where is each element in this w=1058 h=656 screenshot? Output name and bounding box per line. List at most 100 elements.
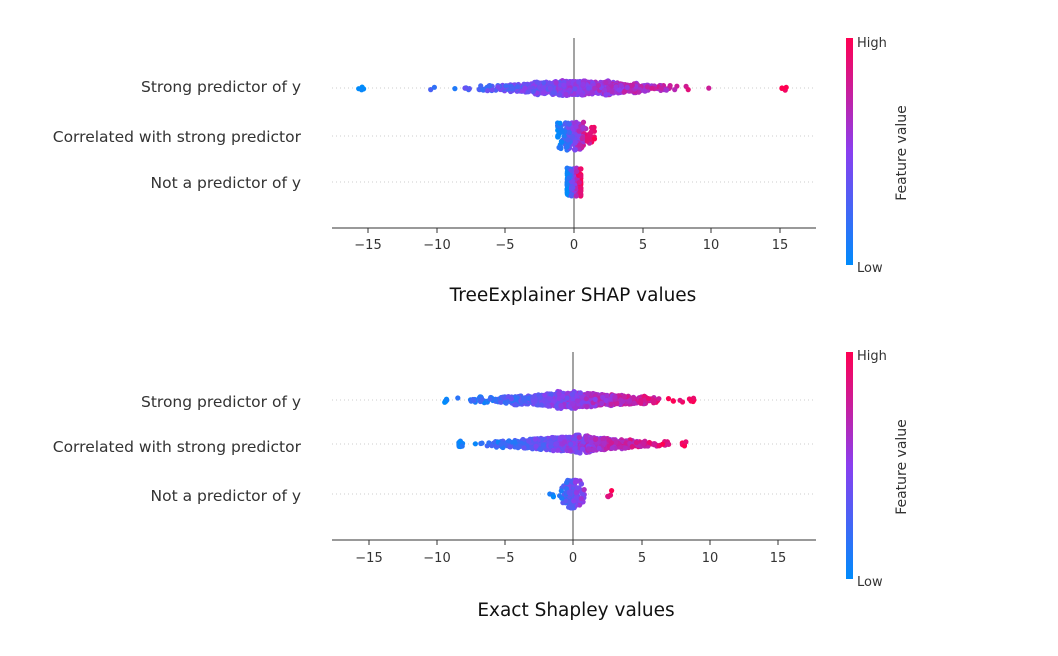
shap-point: [580, 81, 586, 87]
shap-point: [607, 492, 614, 498]
shap-point: [706, 85, 712, 91]
shap-point: [574, 485, 581, 491]
shap-point: [561, 82, 567, 88]
shap-point: [530, 398, 536, 404]
panel-exact-shapley: Strong predictor of y Correlated with st…: [53, 349, 910, 621]
shap-point: [522, 85, 528, 91]
shap-point: [591, 447, 597, 453]
shap-point: [579, 491, 585, 497]
shap-point: [484, 88, 491, 94]
shap-point: [559, 495, 565, 501]
shap-point: [566, 129, 573, 136]
shap-point: [455, 395, 461, 401]
shap-point: [564, 190, 570, 196]
feature-label: Not a predictor of y: [151, 487, 301, 505]
shap-point: [642, 88, 648, 94]
shap-point: [540, 442, 546, 448]
shap-point: [586, 85, 592, 91]
shap-point: [609, 89, 615, 95]
shap-point: [431, 84, 437, 90]
shap-point: [626, 398, 633, 404]
feature-label: Correlated with strong predictor: [53, 438, 302, 456]
shap-point: [466, 86, 472, 92]
chart-title: Exact Shapley values: [477, 600, 674, 621]
colorbar: High Low Feature value: [846, 36, 910, 276]
shap-point: [645, 396, 652, 402]
shap-point: [569, 392, 575, 398]
shap-point: [651, 399, 657, 405]
shap-point: [574, 168, 580, 174]
shap-point: [665, 396, 672, 402]
shap-point: [515, 84, 521, 90]
x-axis-ticks: −15 −10 −5 0 5 10 15: [355, 540, 786, 566]
shap-point: [495, 84, 501, 90]
shap-point: [566, 175, 572, 181]
shap-point: [540, 84, 547, 90]
shap-point: [665, 441, 671, 447]
shap-point: [577, 142, 583, 148]
shap-point: [677, 397, 683, 403]
shap-point: [564, 186, 570, 192]
shap-point: [573, 494, 580, 501]
shap-point: [670, 398, 677, 404]
shap-point: [487, 396, 493, 402]
shap-point: [489, 87, 495, 93]
shap-point: [608, 401, 614, 407]
panel-tree-explainer: Strong predictor of y Correlated with st…: [53, 36, 910, 306]
shap-point: [608, 440, 615, 446]
shap-point: [603, 92, 609, 98]
shap-point: [572, 446, 578, 452]
shap-point: [533, 443, 539, 449]
shap-point: [576, 79, 582, 85]
shap-point: [570, 396, 576, 402]
shap-point: [573, 193, 579, 199]
shap-point: [572, 139, 579, 146]
shap-point: [563, 91, 569, 97]
shap-point: [584, 390, 591, 397]
shap-point: [601, 440, 607, 446]
shap-point: [578, 185, 584, 191]
shap-point: [547, 396, 553, 402]
shap-point: [442, 399, 448, 405]
shap-point: [572, 86, 578, 92]
shap-point: [681, 443, 688, 449]
shap-point: [609, 445, 615, 451]
colorbar-title: Feature value: [894, 105, 910, 201]
shap-point: [609, 488, 615, 494]
shap-point: [540, 90, 546, 96]
shap-point: [581, 487, 587, 493]
feature-label: Strong predictor of y: [141, 78, 301, 96]
colorbar-high-label: High: [857, 36, 887, 51]
shap-point: [509, 86, 515, 92]
shap-point: [578, 173, 584, 179]
shap-point: [558, 403, 564, 409]
shap-point: [547, 85, 553, 91]
shap-point: [621, 394, 628, 400]
chart-title: TreeExplainer SHAP values: [449, 285, 697, 306]
shap-point: [567, 448, 573, 454]
shap-point: [783, 84, 789, 90]
x-tick-label: 5: [638, 551, 646, 566]
shap-point: [603, 79, 609, 86]
shap-point: [570, 401, 576, 407]
shap-point: [515, 445, 521, 451]
shap-point: [537, 446, 543, 452]
shap-point: [656, 396, 662, 402]
shap-point: [613, 439, 619, 445]
shap-point: [564, 480, 570, 486]
colorbar-low-label: Low: [857, 261, 883, 276]
shap-point: [564, 170, 571, 176]
shap-point: [558, 488, 564, 494]
x-tick-label: −10: [423, 551, 450, 566]
shap-point: [566, 434, 572, 440]
shap-point: [577, 390, 584, 396]
shap-point: [659, 441, 666, 447]
shap-point: [633, 440, 640, 446]
shap-point: [685, 87, 691, 93]
x-tick-label: 0: [570, 238, 578, 253]
shap-point: [555, 134, 561, 140]
shap-point: [683, 439, 689, 445]
shap-point: [499, 394, 506, 400]
shap-point: [548, 392, 554, 398]
